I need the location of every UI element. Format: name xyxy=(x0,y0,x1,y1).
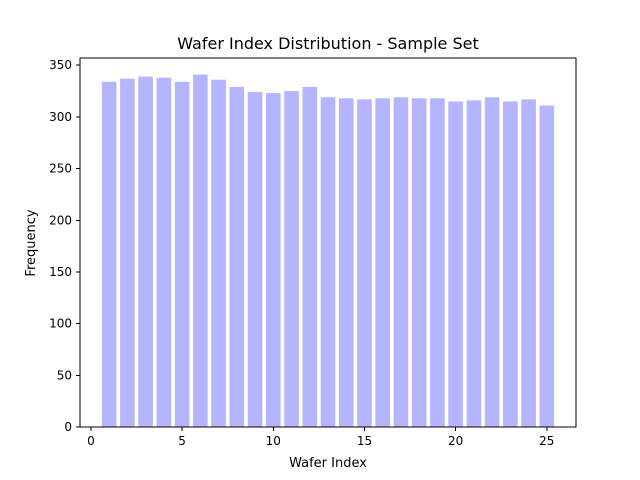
bar-wafer-15 xyxy=(357,99,372,427)
y-tick-label: 350 xyxy=(49,58,72,72)
axes-group xyxy=(79,57,577,428)
bar-wafer-4 xyxy=(156,77,172,427)
bars-group xyxy=(101,74,555,428)
bar-wafer-16 xyxy=(375,98,390,427)
bar-wafer-11 xyxy=(284,91,299,427)
bar-wafer-20 xyxy=(448,101,463,427)
x-tick-label: 20 xyxy=(448,434,463,448)
y-tick-label: 0 xyxy=(64,420,72,434)
bar-wafer-17 xyxy=(393,97,409,427)
bar-wafer-5 xyxy=(174,81,190,428)
bar-wafer-7 xyxy=(211,79,226,428)
x-axis-label: Wafer Index xyxy=(289,456,367,471)
bar-wafer-3 xyxy=(138,76,153,428)
x-tick-label: 0 xyxy=(87,434,95,448)
bar-wafer-1 xyxy=(101,81,117,428)
bar-wafer-25 xyxy=(539,105,555,428)
bar-wafer-10 xyxy=(266,93,281,427)
bar-wafer-24 xyxy=(521,99,536,427)
bar-wafer-6 xyxy=(193,74,208,427)
x-tick-label: 5 xyxy=(178,434,186,448)
bar-wafer-23 xyxy=(503,101,518,427)
bar-wafer-21 xyxy=(466,100,482,427)
x-tick-label: 15 xyxy=(357,434,372,448)
bar-wafer-18 xyxy=(411,98,427,427)
y-tick-label: 300 xyxy=(49,110,72,124)
chart-title: Wafer Index Distribution - Sample Set xyxy=(177,34,479,53)
bar-wafer-19 xyxy=(430,98,445,427)
bar-wafer-2 xyxy=(120,78,135,428)
plot-frame xyxy=(79,57,577,428)
bar-wafer-8 xyxy=(229,86,245,427)
x-tick-label: 25 xyxy=(539,434,554,448)
bar-wafer-14 xyxy=(338,98,354,427)
x-tick-label: 10 xyxy=(266,434,281,448)
y-tick-label: 150 xyxy=(49,265,72,279)
bar-wafer-22 xyxy=(484,97,500,427)
y-tick-label: 250 xyxy=(49,162,72,176)
y-tick-label: 100 xyxy=(49,317,72,331)
bar-wafer-12 xyxy=(302,86,318,427)
y-tick-label: 50 xyxy=(57,368,72,382)
y-tick-label: 200 xyxy=(49,213,72,227)
bar-wafer-9 xyxy=(247,92,263,428)
bar-wafer-13 xyxy=(320,97,336,427)
y-axis-label: Frequency xyxy=(24,209,39,276)
